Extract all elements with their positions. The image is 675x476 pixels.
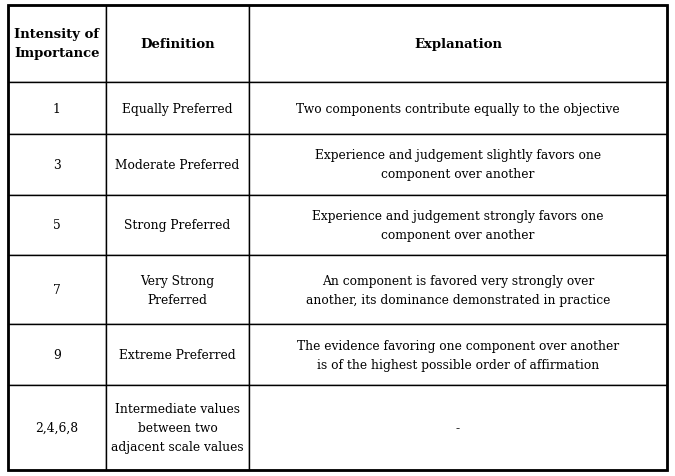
Bar (8, 195, 105, 256)
Text: Definition: Definition (140, 38, 215, 51)
Text: Very Strong
Preferred: Very Strong Preferred (140, 274, 215, 306)
Bar (8, 135, 105, 195)
Bar (249, 325, 667, 385)
Bar (249, 256, 667, 325)
Bar (105, 195, 249, 256)
Text: Experience and judgement strongly favors one
component over another: Experience and judgement strongly favors… (313, 209, 604, 241)
Text: 9: 9 (53, 348, 61, 361)
Bar (8, 325, 105, 385)
Text: Intensity of
Importance: Intensity of Importance (14, 29, 100, 60)
Text: 1: 1 (53, 102, 61, 115)
Text: Explanation: Explanation (414, 38, 502, 51)
Bar (249, 83, 667, 135)
Bar (8, 385, 105, 470)
Bar (105, 385, 249, 470)
Text: Two components contribute equally to the objective: Two components contribute equally to the… (296, 102, 620, 115)
Text: 7: 7 (53, 284, 61, 297)
Text: Equally Preferred: Equally Preferred (122, 102, 233, 115)
Bar (249, 6, 667, 83)
Bar (105, 6, 249, 83)
Text: Extreme Preferred: Extreme Preferred (119, 348, 236, 361)
Text: The evidence favoring one component over another
is of the highest possible orde: The evidence favoring one component over… (297, 339, 619, 371)
Text: 3: 3 (53, 159, 61, 171)
Text: -: - (456, 421, 460, 434)
Text: Experience and judgement slightly favors one
component over another: Experience and judgement slightly favors… (315, 149, 601, 181)
Text: Intermediate values
between two
adjacent scale values: Intermediate values between two adjacent… (111, 402, 244, 453)
Text: An component is favored very strongly over
another, its dominance demonstrated i: An component is favored very strongly ov… (306, 274, 610, 306)
Bar (249, 135, 667, 195)
Text: 2,4,6,8: 2,4,6,8 (35, 421, 78, 434)
Bar (249, 195, 667, 256)
Bar (105, 135, 249, 195)
Text: 5: 5 (53, 219, 61, 232)
Text: Strong Preferred: Strong Preferred (124, 219, 231, 232)
Bar (249, 385, 667, 470)
Bar (8, 6, 105, 83)
Bar (8, 256, 105, 325)
Bar (105, 256, 249, 325)
Bar (105, 325, 249, 385)
Bar (105, 83, 249, 135)
Bar (8, 83, 105, 135)
Text: Moderate Preferred: Moderate Preferred (115, 159, 240, 171)
